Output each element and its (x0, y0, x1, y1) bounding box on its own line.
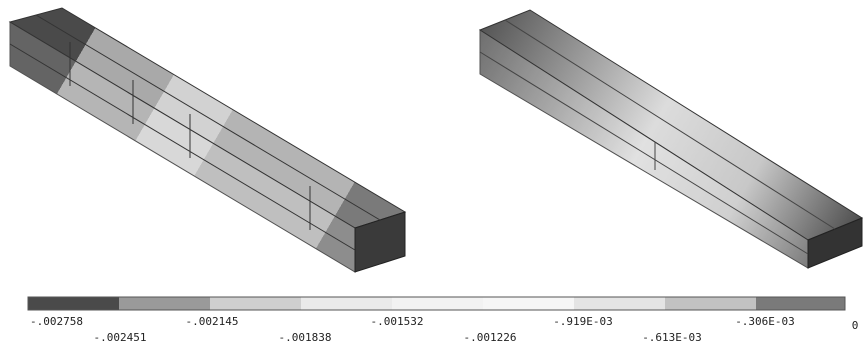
legend-label: -.306E-03 (735, 315, 795, 328)
legend-label: -.002451 (94, 331, 147, 344)
contour-plot: -.002758 -.002451 -.002145 -.001838 -.001532… (0, 0, 863, 349)
legend-label: -.613E-03 (642, 331, 702, 344)
legend-label: -.002758 (30, 315, 83, 328)
legend-label: -.919E-03 (553, 315, 613, 328)
left-beam (10, 8, 405, 272)
legend-label: -.001532 (371, 315, 424, 328)
legend-label: -.001226 (464, 331, 517, 344)
legend-label: -.001838 (279, 331, 332, 344)
legend-label: -.002145 (186, 315, 239, 328)
legend-label: 0 (852, 319, 859, 332)
legend-labels: -.002758 -.002451 -.002145 -.001838 -.001532… (30, 315, 858, 344)
legend-bar (28, 297, 845, 310)
right-beam (480, 10, 862, 268)
